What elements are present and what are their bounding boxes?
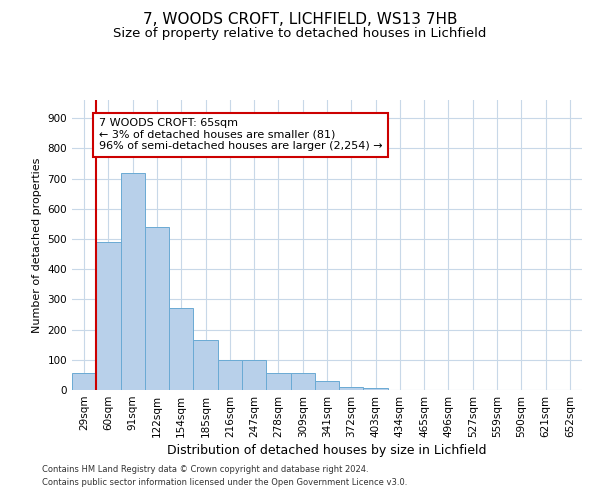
Text: Size of property relative to detached houses in Lichfield: Size of property relative to detached ho… <box>113 28 487 40</box>
Text: 7 WOODS CROFT: 65sqm
← 3% of detached houses are smaller (81)
96% of semi-detach: 7 WOODS CROFT: 65sqm ← 3% of detached ho… <box>99 118 382 152</box>
Bar <box>169 308 193 390</box>
Bar <box>364 388 388 390</box>
Bar <box>242 360 266 390</box>
Bar <box>72 374 96 390</box>
Bar <box>193 340 218 390</box>
Bar <box>339 387 364 390</box>
Y-axis label: Number of detached properties: Number of detached properties <box>32 158 42 332</box>
Bar <box>266 374 290 390</box>
Bar <box>145 227 169 390</box>
Bar <box>290 374 315 390</box>
Text: Contains HM Land Registry data © Crown copyright and database right 2024.: Contains HM Land Registry data © Crown c… <box>42 466 368 474</box>
Bar <box>121 172 145 390</box>
Bar <box>96 242 121 390</box>
Bar <box>218 360 242 390</box>
Bar <box>315 381 339 390</box>
X-axis label: Distribution of detached houses by size in Lichfield: Distribution of detached houses by size … <box>167 444 487 457</box>
Text: 7, WOODS CROFT, LICHFIELD, WS13 7HB: 7, WOODS CROFT, LICHFIELD, WS13 7HB <box>143 12 457 28</box>
Text: Contains public sector information licensed under the Open Government Licence v3: Contains public sector information licen… <box>42 478 407 487</box>
